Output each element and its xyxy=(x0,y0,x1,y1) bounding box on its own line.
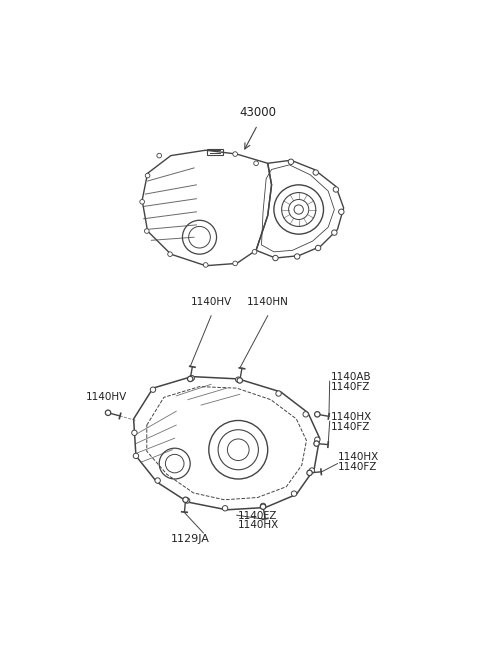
Circle shape xyxy=(233,152,238,157)
Circle shape xyxy=(188,376,193,382)
Text: 1129JA: 1129JA xyxy=(171,534,210,544)
Text: 1140FZ: 1140FZ xyxy=(337,462,377,472)
Circle shape xyxy=(260,504,266,510)
Circle shape xyxy=(189,375,194,381)
Circle shape xyxy=(314,437,320,442)
Circle shape xyxy=(309,468,314,473)
Circle shape xyxy=(157,153,162,158)
Text: 43000: 43000 xyxy=(239,105,276,119)
Circle shape xyxy=(237,378,242,383)
Text: 1140FZ: 1140FZ xyxy=(238,511,277,521)
Circle shape xyxy=(313,170,318,176)
Circle shape xyxy=(276,391,281,396)
Circle shape xyxy=(314,441,319,446)
Circle shape xyxy=(273,255,278,261)
Circle shape xyxy=(307,470,312,476)
Circle shape xyxy=(204,263,208,267)
Text: 1140FZ: 1140FZ xyxy=(331,422,371,432)
Text: 1140HV: 1140HV xyxy=(86,392,127,402)
Circle shape xyxy=(236,377,241,383)
Circle shape xyxy=(222,506,228,511)
Text: 1140HV: 1140HV xyxy=(191,297,232,307)
Circle shape xyxy=(140,200,144,204)
Circle shape xyxy=(144,229,149,233)
Circle shape xyxy=(184,498,190,503)
Circle shape xyxy=(315,246,321,251)
Circle shape xyxy=(333,187,338,192)
Text: 1140HX: 1140HX xyxy=(337,453,379,462)
Circle shape xyxy=(233,261,238,266)
Circle shape xyxy=(338,209,344,214)
Text: 1140AB: 1140AB xyxy=(331,372,372,383)
Circle shape xyxy=(303,411,308,417)
Circle shape xyxy=(254,161,258,166)
Circle shape xyxy=(132,430,137,436)
Circle shape xyxy=(183,497,188,502)
Circle shape xyxy=(145,174,150,178)
Circle shape xyxy=(133,453,139,458)
Circle shape xyxy=(288,159,294,164)
Circle shape xyxy=(168,252,172,257)
Circle shape xyxy=(105,410,111,415)
Circle shape xyxy=(291,491,297,496)
Circle shape xyxy=(314,411,320,417)
Text: 1140FZ: 1140FZ xyxy=(331,382,371,392)
Circle shape xyxy=(155,478,160,483)
Circle shape xyxy=(294,253,300,259)
Circle shape xyxy=(252,250,257,254)
Circle shape xyxy=(150,387,156,392)
Text: 1140HN: 1140HN xyxy=(247,297,288,307)
Circle shape xyxy=(260,503,266,509)
Text: 1140HX: 1140HX xyxy=(238,520,279,530)
Circle shape xyxy=(332,230,337,235)
Text: 1140HX: 1140HX xyxy=(331,413,372,422)
